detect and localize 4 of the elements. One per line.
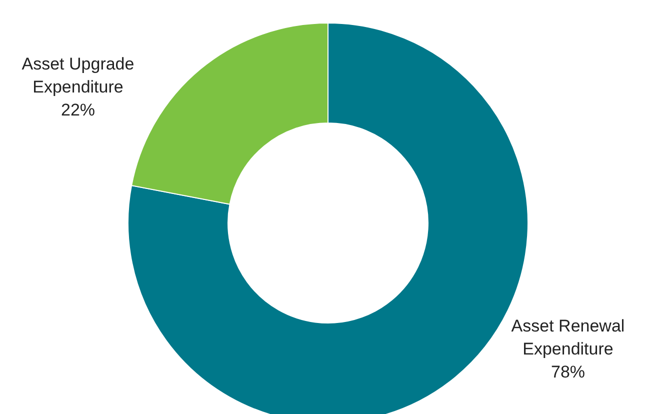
slice-label: Asset Upgrade Expenditure xyxy=(22,54,134,97)
slice-label: Asset Renewal Expenditure xyxy=(511,316,625,358)
data-label: 78% xyxy=(550,362,586,382)
data-label: 22% xyxy=(60,100,96,120)
